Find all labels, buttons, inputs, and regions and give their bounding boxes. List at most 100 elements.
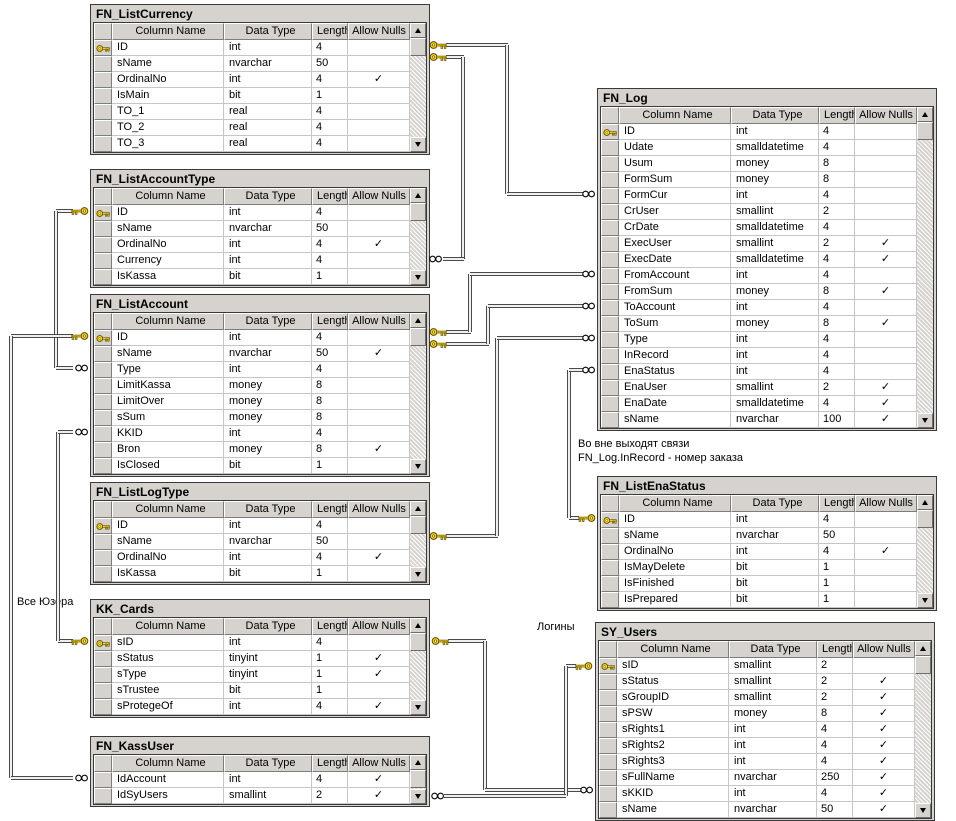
cell-data-type[interactable]: smallint [729,658,817,674]
table-row[interactable]: IsPrepared bit 1 [601,592,917,608]
cell-length[interactable]: 4 [819,396,855,412]
relationship-line[interactable] [488,304,584,308]
row-selector[interactable] [94,426,112,442]
table-row[interactable]: sName nvarchar 50 [94,221,410,237]
table-row[interactable]: ExecUser smallint 2 ✓ [601,236,917,252]
row-selector[interactable] [601,204,619,220]
cell-column-name[interactable]: sStatus [112,651,224,667]
cell-data-type[interactable]: int [224,72,312,88]
table-row[interactable]: ToSum money 8 ✓ [601,316,917,332]
cell-length[interactable]: 1 [312,88,348,104]
relationship-many-icon[interactable] [582,302,596,310]
relationship-key-icon[interactable] [431,636,449,646]
scroll-down-button[interactable] [410,137,426,152]
table-row[interactable]: ID int 4 [94,330,410,346]
relationship-line[interactable] [58,430,73,434]
scrollbar-thumb[interactable] [410,203,426,221]
cell-column-name[interactable]: ToAccount [619,300,731,316]
table-row[interactable]: Currency int 4 [94,253,410,269]
cell-length[interactable]: 4 [312,205,348,221]
cell-allow-nulls[interactable] [348,410,410,426]
cell-data-type[interactable]: bit [224,88,312,104]
row-selector[interactable] [94,120,112,136]
scroll-down-button[interactable] [410,700,426,715]
cell-column-name[interactable]: ID [112,205,224,221]
cell-data-type[interactable]: smallint [224,788,312,804]
table-row[interactable]: TO_2 real 4 [94,120,410,136]
cell-column-name[interactable]: sFullName [617,770,729,786]
cell-column-name[interactable]: sID [112,635,224,651]
table-row[interactable]: IsKassa bit 1 [94,269,410,285]
cell-column-name[interactable]: KKID [112,426,224,442]
row-selector[interactable] [94,651,112,667]
cell-data-type[interactable]: int [731,544,819,560]
row-selector[interactable] [94,635,112,651]
cell-length[interactable]: 4 [312,136,348,152]
table-row[interactable]: EnaDate smalldatetime 4 ✓ [601,396,917,412]
table-FN_ListLogType[interactable]: FN_ListLogType Column Name Data Type Length… [90,482,430,585]
table-row[interactable]: Type int 4 [601,332,917,348]
table-row[interactable]: sName nvarchar 50 ✓ [94,346,410,362]
cell-column-name[interactable]: Type [112,362,224,378]
scrollbar-thumb[interactable] [917,122,933,140]
cell-length[interactable]: 4 [819,220,855,236]
relationship-many-icon[interactable] [75,428,89,436]
cell-length[interactable]: 8 [819,316,855,332]
row-selector[interactable] [94,221,112,237]
row-selector[interactable] [601,156,619,172]
scrollbar-thumb[interactable] [410,38,426,56]
table-row[interactable]: sProtegeOf int 4 ✓ [94,699,410,715]
cell-column-name[interactable]: CrDate [619,220,731,236]
cell-allow-nulls[interactable]: ✓ [853,754,915,770]
cell-allow-nulls[interactable] [348,40,410,56]
cell-column-name[interactable]: Usum [619,156,731,172]
row-selector[interactable] [601,220,619,236]
row-selector[interactable] [599,754,617,770]
cell-length[interactable]: 4 [819,332,855,348]
cell-data-type[interactable]: money [224,378,312,394]
cell-data-type[interactable]: int [729,754,817,770]
cell-data-type[interactable]: int [224,518,312,534]
cell-data-type[interactable]: int [731,332,819,348]
table-row[interactable]: IsFinished bit 1 [601,576,917,592]
table-row[interactable]: LimitOver money 8 [94,394,410,410]
cell-length[interactable]: 4 [312,330,348,346]
cell-data-type[interactable]: int [224,330,312,346]
relationship-line[interactable] [507,192,584,196]
cell-length[interactable]: 4 [312,120,348,136]
cell-length[interactable]: 50 [817,802,853,818]
scroll-down-button[interactable] [915,803,931,818]
cell-column-name[interactable]: IsMayDelete [619,560,731,576]
cell-allow-nulls[interactable]: ✓ [348,772,410,788]
relationship-line[interactable] [497,336,584,340]
cell-data-type[interactable]: int [224,635,312,651]
row-selector[interactable] [601,140,619,156]
cell-length[interactable]: 4 [819,544,855,560]
cell-column-name[interactable]: sRights3 [617,754,729,770]
cell-data-type[interactable]: nvarchar [224,534,312,550]
cell-column-name[interactable]: sTrustee [112,683,224,699]
table-FN_KassUser[interactable]: FN_KassUser Column Name Data Type Length All… [90,736,430,807]
table-row[interactable]: IsClosed bit 1 [94,458,410,474]
row-selector[interactable] [601,544,619,560]
table-row[interactable]: sRights3 int 4 ✓ [599,754,915,770]
cell-allow-nulls[interactable] [348,394,410,410]
cell-data-type[interactable]: bit [224,566,312,582]
row-selector[interactable] [601,284,619,300]
cell-length[interactable]: 4 [312,72,348,88]
table-row[interactable]: FromAccount int 4 [601,268,917,284]
scroll-up-button[interactable] [410,188,426,203]
cell-column-name[interactable]: CrUser [619,204,731,220]
row-selector[interactable] [94,88,112,104]
cell-allow-nulls[interactable]: ✓ [855,252,917,268]
table-row[interactable]: FormCur int 4 [601,188,917,204]
cell-data-type[interactable]: int [731,364,819,380]
cell-length[interactable]: 1 [819,576,855,592]
cell-data-type[interactable]: int [224,362,312,378]
scroll-up-button[interactable] [410,618,426,633]
scroll-down-button[interactable] [917,593,933,608]
relationship-line[interactable] [54,211,58,368]
cell-allow-nulls[interactable]: ✓ [853,690,915,706]
row-selector[interactable] [599,706,617,722]
row-selector[interactable] [94,458,112,474]
